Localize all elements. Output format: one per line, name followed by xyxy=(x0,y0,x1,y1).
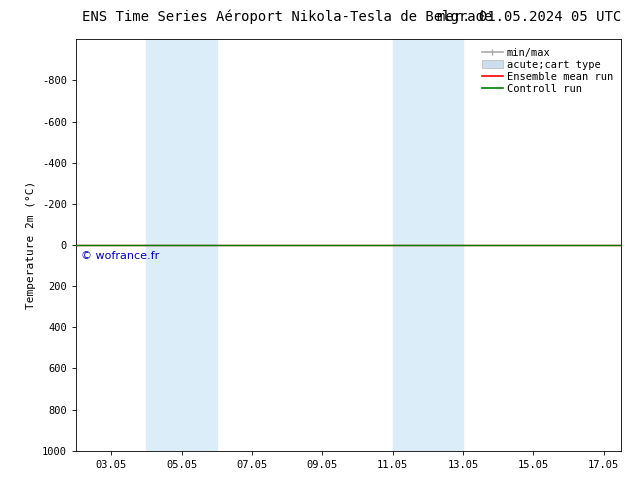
Y-axis label: Temperature 2m (°C): Temperature 2m (°C) xyxy=(27,181,37,309)
Text: mer. 01.05.2024 05 UTC: mer. 01.05.2024 05 UTC xyxy=(437,10,621,24)
Legend: min/max, acute;cart type, Ensemble mean run, Controll run: min/max, acute;cart type, Ensemble mean … xyxy=(479,45,616,97)
Text: © wofrance.fr: © wofrance.fr xyxy=(81,251,160,261)
Bar xyxy=(146,39,217,451)
Text: ENS Time Series Aéroport Nikola-Tesla de Belgrade: ENS Time Series Aéroport Nikola-Tesla de… xyxy=(82,10,493,24)
Bar xyxy=(392,39,463,451)
